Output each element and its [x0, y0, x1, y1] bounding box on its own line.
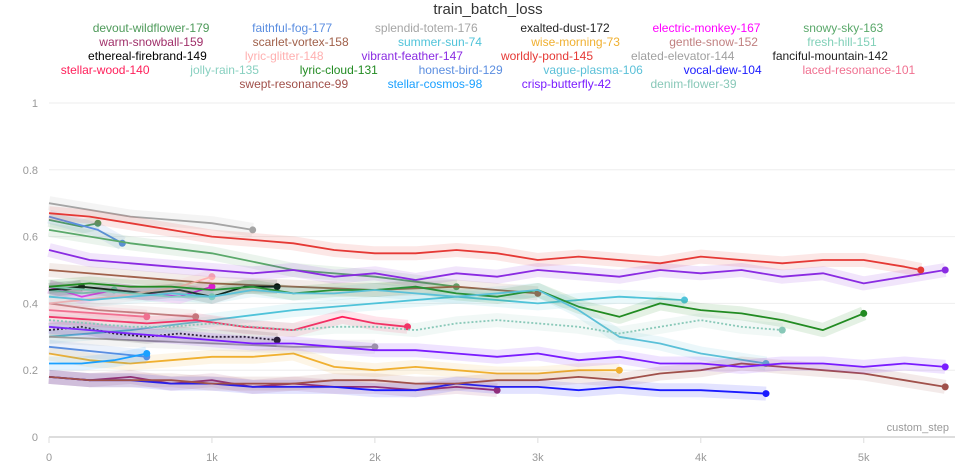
x-tick-label: 0 [46, 452, 52, 464]
y-tick-label: 1 [32, 98, 38, 110]
series-line-gentle-snow-152 [48, 302, 196, 318]
y-tick-label: 0.4 [23, 298, 38, 310]
series-line-honest-bird-129 [48, 345, 147, 358]
y-tick-label: 0.8 [23, 165, 38, 177]
legend-item[interactable]: summer-sun-74 [397, 35, 482, 49]
legend-item[interactable]: fanciful-mountain-142 [772, 49, 888, 63]
series-line-devout-wildflower-179 [48, 219, 99, 228]
series-end-point-vocal-dew-104 [762, 390, 770, 398]
series-line-scarlet-vortex-158 [48, 269, 538, 295]
series-end-point-warm-snowball-159 [493, 386, 501, 394]
series-end-point-vibrant-feather-147 [941, 266, 949, 274]
legend-item[interactable]: denim-flower-39 [650, 77, 737, 91]
legend-item[interactable]: fresh-hill-151 [807, 35, 877, 49]
series-line-laced-resonance-101 [48, 309, 147, 318]
legend-row: devout-wildflower-179 faithful-fog-177 spl… [0, 21, 976, 35]
legend-item[interactable]: electric-monkey-167 [652, 21, 761, 35]
series-end-point-worldly-pond-145 [917, 266, 925, 274]
series-end-point-lyric-glitter-148 [208, 273, 216, 281]
y-tick-label: 0.6 [23, 232, 38, 244]
x-tick-label: 5k [858, 452, 870, 464]
legend-item[interactable]: vague-plasma-106 [543, 63, 643, 77]
legend-item[interactable]: snowy-sky-163 [803, 21, 884, 35]
series-line-elated-elevator-144 [48, 335, 375, 348]
legend-item[interactable]: lyric-cloud-131 [299, 63, 378, 77]
legend-item[interactable]: splendid-totem-176 [374, 21, 478, 35]
legend-row: warm-snowball-159 scarlet-vortex-158 summe… [0, 35, 976, 49]
legend-item[interactable]: exalted-dust-172 [520, 21, 610, 35]
legend-item[interactable]: honest-bird-129 [418, 63, 503, 77]
y-tick-label: 0.2 [23, 365, 38, 377]
x-tick-label: 4k [695, 452, 707, 464]
series-end-point-devout-wildflower-179 [94, 219, 102, 227]
series-end-point-wise-morning-73 [615, 366, 623, 374]
legend-item[interactable]: vibrant-feather-147 [361, 49, 463, 63]
legend-item[interactable]: crisp-butterfly-42 [521, 77, 612, 91]
series-line-lyric-cloud-131 [48, 282, 865, 332]
legend-item[interactable]: stellar-cosmos-98 [387, 77, 483, 91]
series-band-fanciful-mountain-142 [48, 319, 278, 348]
series-line-faithful-fog-177 [48, 215, 123, 245]
series-line-snowy-sky-163 [48, 229, 457, 288]
series-line-jolly-rain-135 [48, 285, 212, 298]
legend-item[interactable]: devout-wildflower-179 [92, 21, 210, 35]
series-end-point-crisp-butterfly-42 [941, 363, 949, 371]
series-end-point-fanciful-mountain-142 [273, 336, 281, 344]
x-axis-label: custom_step [887, 422, 949, 434]
legend-row: stellar-wood-140 jolly-rain-135 lyric-clou… [0, 63, 976, 77]
legend-item[interactable]: faithful-fog-177 [252, 21, 333, 35]
series-end-point-laced-resonance-101 [143, 313, 151, 321]
series-line-crisp-butterfly-42 [48, 325, 946, 368]
series-end-point-electric-monkey-167 [208, 283, 216, 291]
series-end-point-splendid-totem-176 [249, 226, 257, 234]
x-tick-label: 1k [206, 452, 218, 464]
x-tick-label: 3k [532, 452, 544, 464]
legend-item[interactable]: worldly-pond-145 [500, 49, 594, 63]
legend-item[interactable]: gentle-snow-152 [669, 35, 758, 49]
legend: devout-wildflower-179 faithful-fog-177 spl… [0, 21, 976, 91]
series-end-point-lyric-cloud-131 [860, 309, 868, 317]
legend-item[interactable]: lyric-glitter-148 [244, 49, 324, 63]
legend-item[interactable]: swept-resonance-99 [239, 77, 349, 91]
series-line-vibrant-feather-147 [48, 249, 946, 285]
legend-item[interactable]: wise-morning-73 [531, 35, 620, 49]
legend-item[interactable]: scarlet-vortex-158 [252, 35, 349, 49]
series-end-point-elated-elevator-144 [371, 343, 379, 351]
legend-item[interactable]: laced-resonance-101 [802, 63, 916, 77]
series-band-denim-flower-39 [48, 313, 783, 341]
series-line-vocal-dew-104 [48, 376, 767, 395]
series-end-point-denim-flower-39 [778, 326, 786, 334]
legend-item[interactable]: warm-snowball-159 [99, 35, 204, 49]
chart-title: train_batch_loss [433, 1, 543, 18]
legend-item[interactable]: elated-elevator-144 [631, 49, 735, 63]
series-end-point-ethereal-firebrand-149 [273, 283, 281, 291]
series-line-stellar-cosmos-98 [49, 352, 147, 365]
series-end-point-swept-resonance-99 [941, 383, 949, 391]
y-tick-label: 0 [32, 432, 38, 444]
series-line-swept-resonance-99 [48, 362, 946, 388]
series-line-vague-plasma-106 [48, 289, 767, 365]
series-line-worldly-pond-145 [48, 212, 921, 271]
series-line-splendid-totem-176 [48, 202, 253, 231]
legend-row: swept-resonance-99 stellar-cosmos-98 crisp… [0, 77, 976, 91]
legend-item[interactable]: jolly-rain-135 [190, 63, 259, 77]
legend-item[interactable]: ethereal-firebrand-149 [88, 49, 207, 63]
x-tick-label: 2k [369, 452, 381, 464]
legend-item[interactable]: vocal-dew-104 [683, 63, 762, 77]
legend-item[interactable]: stellar-wood-140 [60, 63, 150, 77]
series-line-wise-morning-73 [48, 352, 620, 375]
legend-row: ethereal-firebrand-149 lyric-glitter-148 v… [0, 49, 976, 63]
series-end-point-stellar-cosmos-98 [143, 350, 151, 357]
series-end-point-summer-sun-74 [681, 296, 689, 304]
series-end-point-gentle-snow-152 [192, 313, 200, 321]
